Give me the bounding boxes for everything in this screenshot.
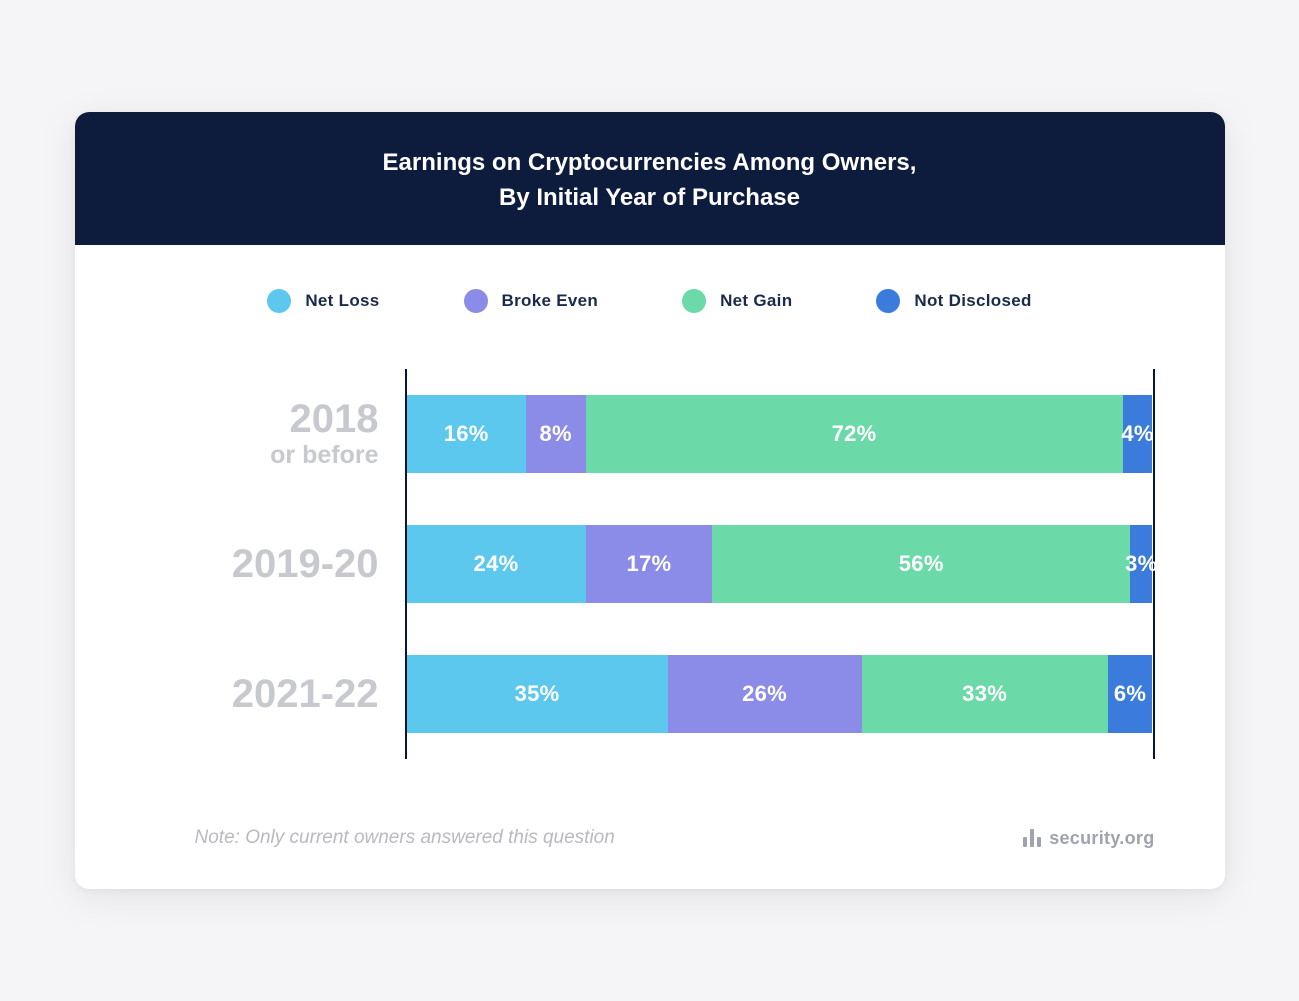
bars-inner: 16%8%72%4% 24%17%56%3% 35%26%33%6% [405, 369, 1155, 759]
legend-item: Net Gain [682, 289, 792, 313]
bar-segment: 4% [1123, 395, 1153, 473]
bar-segment: 26% [668, 655, 862, 733]
chart-plot-area: 2018or before 2019-20 2021-22 16%8%72%4% 24… [75, 349, 1225, 779]
bar-segment: 17% [586, 525, 713, 603]
category-label-sub: or before [270, 441, 378, 470]
bar-segment: 3% [1130, 525, 1152, 603]
legend-swatch [682, 289, 706, 313]
bar-row: 35%26%33%6% [407, 629, 1153, 759]
chart-title-line2: By Initial Year of Purchase [95, 181, 1205, 216]
legend-label: Net Loss [305, 291, 379, 311]
category-label: 2019-20 [115, 499, 405, 629]
legend-item: Not Disclosed [876, 289, 1031, 313]
category-label: 2018or before [115, 369, 405, 499]
bar-row: 16%8%72%4% [407, 369, 1153, 499]
legend-label: Broke Even [502, 291, 599, 311]
chart-header: Earnings on Cryptocurrencies Among Owner… [75, 112, 1225, 246]
chart-footer: Note: Only current owners answered this … [75, 779, 1225, 889]
bars-container: 16%8%72%4% 24%17%56%3% 35%26%33%6% [405, 349, 1155, 779]
category-axis: 2018or before 2019-20 2021-22 [115, 349, 405, 779]
legend-item: Net Loss [267, 289, 379, 313]
bar-segment: 6% [1108, 655, 1153, 733]
legend-label: Not Disclosed [914, 291, 1031, 311]
bar-segment: 33% [862, 655, 1108, 733]
bar-row: 24%17%56%3% [407, 499, 1153, 629]
bar-track: 16%8%72%4% [407, 395, 1153, 473]
legend-swatch [267, 289, 291, 313]
bar-segment: 8% [526, 395, 586, 473]
legend-swatch [876, 289, 900, 313]
brand-attribution: security.org [1023, 828, 1154, 849]
bar-segment: 16% [407, 395, 526, 473]
chart-card: Earnings on Cryptocurrencies Among Owner… [75, 112, 1225, 890]
category-label-main: 2019-20 [232, 544, 379, 584]
bar-segment: 24% [407, 525, 586, 603]
brand-text: security.org [1049, 828, 1154, 849]
chart-title-line1: Earnings on Cryptocurrencies Among Owner… [95, 146, 1205, 181]
legend-item: Broke Even [464, 289, 599, 313]
bar-segment: 56% [712, 525, 1130, 603]
chart-legend: Net Loss Broke Even Net Gain Not Disclosed [75, 245, 1225, 349]
legend-swatch [464, 289, 488, 313]
brand-bars-icon [1023, 829, 1041, 847]
category-label-main: 2021-22 [232, 674, 379, 714]
category-label: 2021-22 [115, 629, 405, 759]
bar-track: 24%17%56%3% [407, 525, 1153, 603]
category-label-main: 2018 [290, 399, 379, 439]
bar-segment: 35% [407, 655, 668, 733]
legend-label: Net Gain [720, 291, 792, 311]
footer-note: Note: Only current owners answered this … [195, 827, 615, 849]
bar-segment: 72% [586, 395, 1123, 473]
bar-track: 35%26%33%6% [407, 655, 1153, 733]
